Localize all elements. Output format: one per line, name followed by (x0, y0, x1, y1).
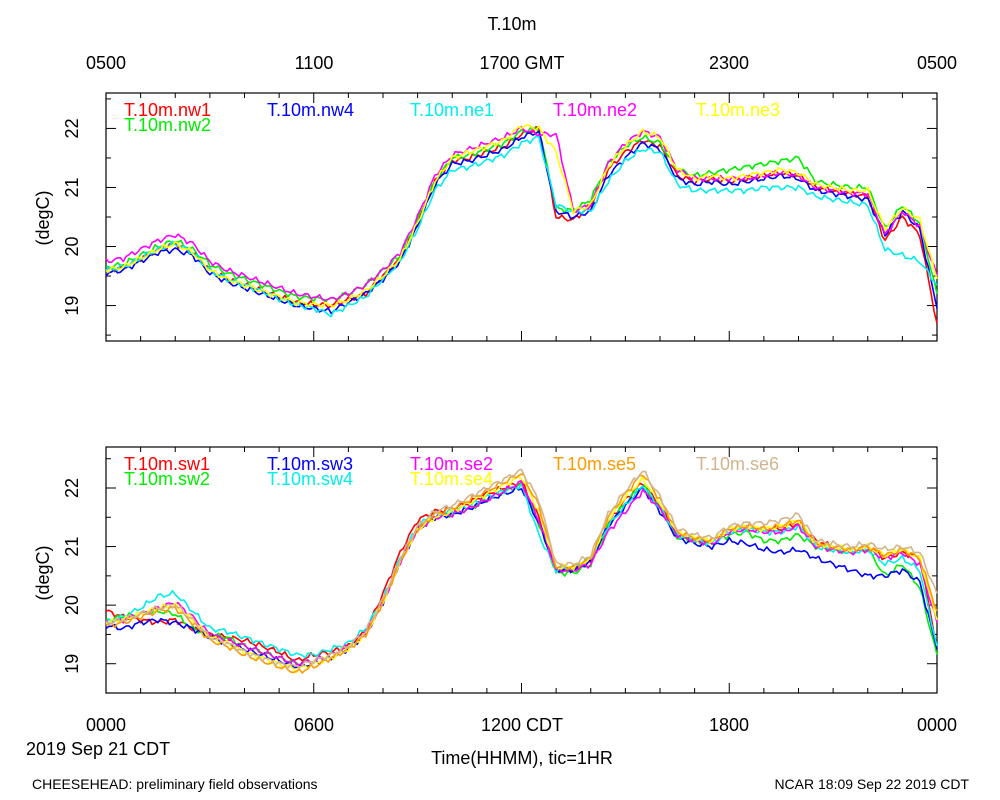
x-axis-label: Time(HHMM), tic=1HR (431, 748, 613, 768)
bottom-axis-tick-label: 1800 (709, 715, 749, 735)
series-line-T-10m-se2 (105, 479, 938, 666)
series-line-T-10m-se6 (105, 468, 938, 670)
series-line-T-10m-ne3 (105, 124, 938, 309)
bottom-axis-tick-label: 0000 (86, 715, 126, 735)
top-axis-tick-label: 2300 (709, 53, 749, 73)
legend-entry: T.10m.se6 (696, 454, 779, 474)
chart-title: T.10m (487, 14, 536, 34)
legend-entry: T.10m.se5 (553, 454, 636, 474)
y-tick-label: 20 (62, 595, 82, 615)
top-axis-tick-label: 0500 (917, 53, 957, 73)
series-line-T-10m-sw4 (105, 482, 938, 659)
y-tick-label: 22 (62, 118, 82, 138)
y-tick-label: 21 (62, 177, 82, 197)
legend-entry: T.10m.ne3 (696, 100, 780, 120)
legend-entry: T.10m.nw1 (124, 100, 211, 120)
top-panel-ylabel: (degC) (33, 190, 53, 245)
legend-entry: T.10m.sw4 (267, 469, 353, 489)
series-line-T-10m-nw2 (105, 127, 938, 303)
series-line-T-10m-se5 (105, 473, 938, 674)
bottom-panel: 19202122T.10m.sw1T.10m.sw2T.10m.sw3T.10m… (62, 446, 938, 694)
legend-entry: T.10m.nw2 (124, 115, 211, 135)
bottom-axis-tick-label: 0000 (917, 715, 957, 735)
series-line-T-10m-nw4 (105, 130, 938, 315)
legend-entry: T.10m.se4 (410, 469, 493, 489)
legend-entry: T.10m.se2 (410, 454, 493, 474)
legend-entry: T.10m.sw3 (267, 454, 353, 474)
y-tick-label: 19 (62, 654, 82, 674)
y-tick-label: 22 (62, 478, 82, 498)
legend-entry: T.10m.nw4 (267, 100, 354, 120)
top-axis-tick-label: 0500 (86, 53, 126, 73)
y-tick-label: 19 (62, 296, 82, 316)
footer-left: CHEESEHEAD: preliminary field observatio… (32, 776, 318, 792)
bottom-panel-ylabel: (degC) (33, 545, 53, 600)
series-line-T-10m-sw1 (105, 481, 938, 662)
bottom-axis-tick-label: 1200 CDT (481, 715, 563, 735)
footer-right: NCAR 18:09 Sep 22 2019 CDT (774, 776, 969, 792)
legend-entry: T.10m.ne1 (410, 100, 494, 120)
y-tick-label: 21 (62, 537, 82, 557)
legend-entry: T.10m.ne2 (553, 100, 637, 120)
date-label: 2019 Sep 21 CDT (26, 739, 170, 759)
top-axis-tick-label: 1700 GMT (479, 53, 564, 73)
top-axis-tick-label: 1100 (295, 53, 334, 73)
legend-entry: T.10m.sw2 (124, 469, 210, 489)
series-line-T-10m-nw1 (105, 126, 938, 324)
bottom-axis-tick-label: 0600 (294, 715, 334, 735)
series-line-T-10m-ne2 (105, 126, 938, 302)
series-line-T-10m-ne1 (105, 135, 938, 318)
y-tick-label: 20 (62, 237, 82, 257)
legend-entry: T.10m.sw1 (124, 454, 210, 474)
